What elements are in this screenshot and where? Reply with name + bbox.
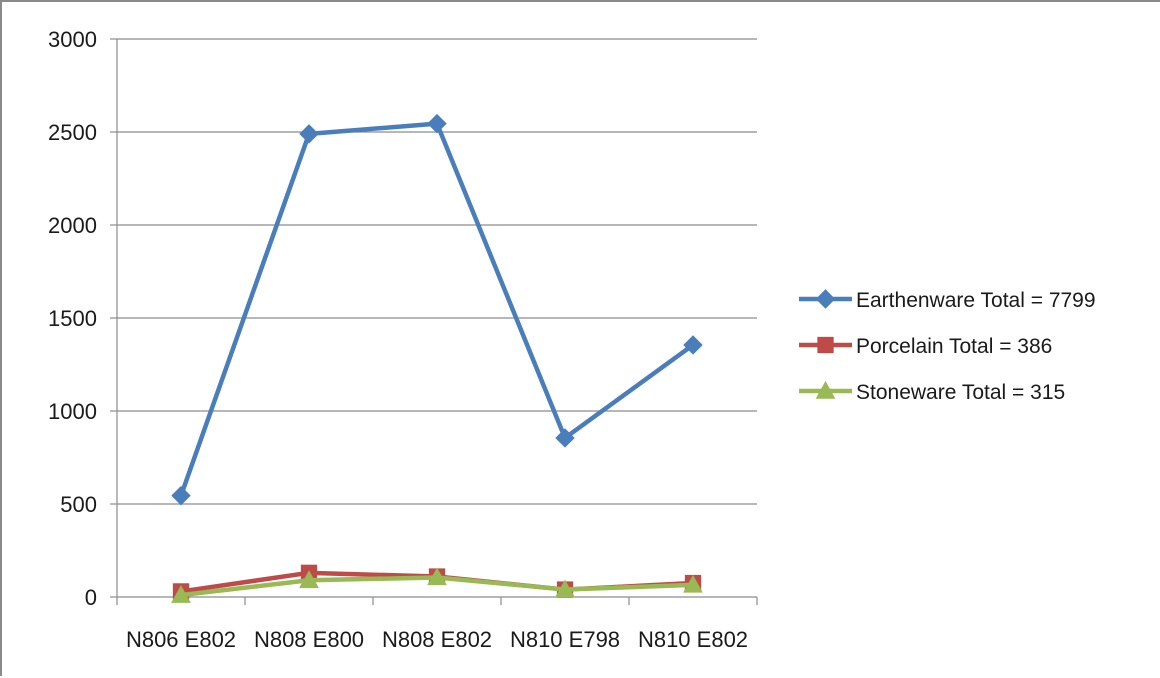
x-tick-label: N806 E802 (126, 627, 236, 652)
legend-label: Earthenware Total = 7799 (856, 289, 1096, 312)
y-tick-label: 1500 (48, 306, 97, 331)
series-line (178, 121, 696, 498)
data-point (299, 570, 319, 588)
x-tick-label: N808 E800 (254, 627, 364, 652)
data-point (683, 574, 703, 593)
x-tick-label: N808 E802 (382, 627, 492, 652)
data-point (299, 124, 319, 144)
legend-swatch-marker (815, 289, 836, 309)
x-tick-label: N810 E802 (638, 627, 748, 652)
axes (110, 38, 758, 605)
y-axis-tick-labels: 0 500 1000 1500 2000 2500 3000 (48, 27, 97, 610)
data-point (555, 579, 575, 598)
data-point (171, 485, 191, 506)
data-point (427, 113, 447, 134)
data-point (427, 567, 447, 586)
legend: Earthenware Total = 7799 Porcelain Total … (799, 289, 1096, 404)
series-3 (171, 567, 703, 603)
gridlines (117, 38, 757, 505)
data-point (683, 335, 703, 355)
legend-item: Porcelain Total = 386 (799, 335, 1052, 358)
y-tick-label: 500 (60, 492, 97, 517)
series-1 (171, 113, 703, 506)
y-tick-label: 1000 (48, 399, 97, 424)
y-tick-label: 2500 (48, 120, 97, 145)
x-tick-label: N810 E798 (510, 627, 620, 652)
legend-item: Stoneware Total = 315 (799, 380, 1065, 404)
legend-item: Earthenware Total = 7799 (799, 289, 1096, 312)
legend-label: Stoneware Total = 315 (856, 381, 1065, 404)
data-point (555, 428, 575, 448)
y-tick-label: 0 (85, 585, 97, 610)
y-tick-label: 3000 (48, 27, 97, 52)
y-tick-label: 2000 (48, 213, 97, 238)
data-series (171, 113, 703, 603)
legend-swatch-marker (815, 380, 836, 399)
x-axis-tick-labels: N806 E802 N808 E800 N808 E802 N810 E798 N810… (126, 627, 748, 652)
legend-swatch-marker (817, 336, 834, 354)
legend-label: Porcelain Total = 386 (856, 335, 1052, 358)
data-point (171, 585, 191, 603)
